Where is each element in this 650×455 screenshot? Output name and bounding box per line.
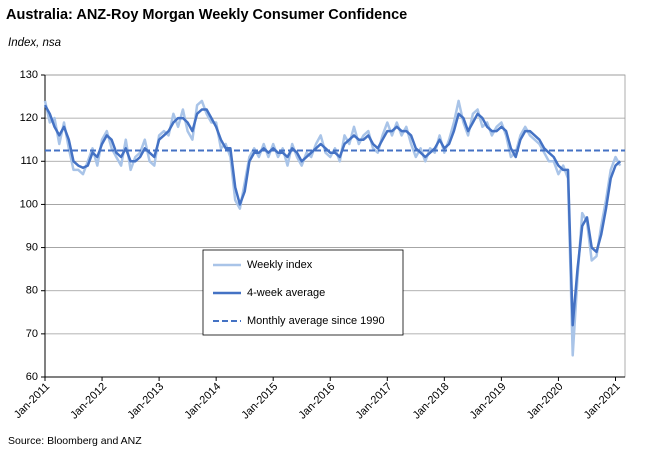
x-tick-label: Jan-2020 <box>525 381 566 422</box>
x-tick-label: Jan-2015 <box>239 381 280 422</box>
x-tick-label: Jan-2018 <box>411 381 452 422</box>
chart-title: Australia: ANZ-Roy Morgan Weekly Consume… <box>6 7 407 23</box>
y-tick-label: 60 <box>26 371 38 383</box>
series-line <box>43 104 622 327</box>
x-tick-label: Jan-2014 <box>182 381 223 422</box>
y-tick-label: 80 <box>26 285 38 297</box>
x-tick-label: Jan-2019 <box>468 381 509 422</box>
legend-label: Weekly index <box>247 259 313 271</box>
x-tick-label: Jan-2017 <box>354 381 395 422</box>
y-tick-label: 100 <box>20 198 38 210</box>
legend-label: Monthly average since 1990 <box>247 315 385 327</box>
x-tick-label: Jan-2011 <box>12 381 52 421</box>
y-tick-label: 130 <box>20 69 38 81</box>
y-tick-label: 120 <box>20 112 38 124</box>
chart-subtitle: Index, nsa <box>8 37 61 49</box>
y-tick-label: 90 <box>26 241 38 253</box>
source-note: Source: Bloomberg and ANZ <box>8 435 142 447</box>
legend-label: 4-week average <box>247 287 325 299</box>
y-tick-label: 110 <box>20 155 38 167</box>
x-tick-label: Jan-2016 <box>296 381 337 422</box>
x-tick-label: Jan-2021 <box>582 381 623 422</box>
x-tick-label: Jan-2013 <box>125 381 166 422</box>
y-tick-label: 70 <box>26 328 38 340</box>
x-tick-label: Jan-2012 <box>68 381 109 422</box>
